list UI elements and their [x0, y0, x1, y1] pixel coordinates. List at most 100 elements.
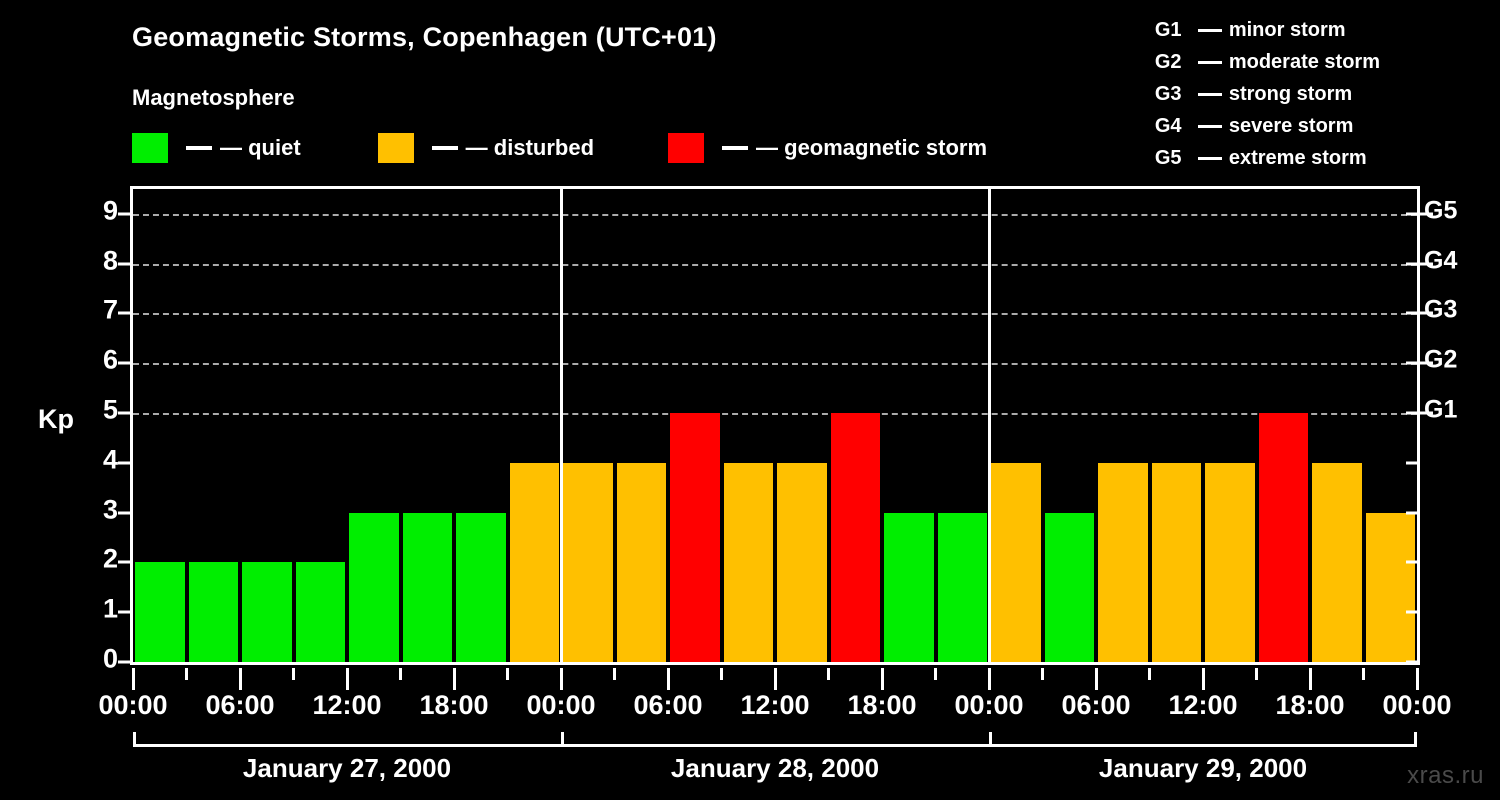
- y-axis-title: Kp: [38, 404, 74, 434]
- x-axis-time-label: 00:00: [98, 690, 168, 720]
- bar: [1258, 413, 1308, 662]
- day-band-tick: [1414, 732, 1417, 747]
- y-axis-label-5: 5: [102, 394, 118, 425]
- g-legend-text: strong storm: [1228, 83, 1353, 105]
- bar: [295, 562, 345, 662]
- g-legend-code: G1: [1154, 19, 1182, 41]
- bar: [135, 562, 185, 662]
- g-legend-code: G2: [1154, 51, 1182, 73]
- day-label: January 28, 2000: [670, 753, 880, 783]
- y-axis-tick-2: [118, 560, 130, 564]
- right-inner-tick-0: [1406, 660, 1420, 664]
- color-legend: — quiet — disturbed — geomagnetic storm: [132, 133, 987, 163]
- day-divider-1: [559, 189, 563, 662]
- bar: [242, 562, 292, 662]
- x-axis-time-label: 18:00: [847, 690, 917, 720]
- y-axis-label-7: 7: [102, 294, 118, 325]
- g-axis-tick-g5: [1420, 212, 1433, 216]
- x-axis-time-label: 06:00: [633, 690, 703, 720]
- g-axis-label-g5: G5: [1424, 196, 1458, 225]
- x-axis-tick-minor: [1148, 668, 1151, 680]
- page-title: Geomagnetic Storms, Copenhagen (UTC+01): [132, 22, 717, 52]
- g-scale-legend: G1 minor storm G2 moderate storm G3 strong st…: [1155, 14, 1380, 174]
- x-axis-time-label: 12:00: [312, 690, 382, 720]
- bar: [777, 462, 827, 662]
- bar: [1365, 512, 1415, 662]
- right-inner-tick-2: [1406, 560, 1420, 564]
- y-axis-label-0: 0: [102, 643, 118, 674]
- x-axis-time-label: 06:00: [1061, 690, 1131, 720]
- bar: [884, 512, 934, 662]
- x-axis-time-label: 00:00: [1382, 690, 1452, 720]
- bar: [349, 512, 399, 662]
- legend-dash-icon: [722, 146, 749, 150]
- x-axis-tick-major: [1308, 668, 1312, 690]
- g-legend-row-g2: G2 moderate storm: [1155, 46, 1380, 78]
- g-legend-row-g1: G1 minor storm: [1155, 14, 1380, 46]
- bar: [509, 462, 559, 662]
- right-inner-tick-3: [1406, 511, 1420, 515]
- g-legend-text: severe storm: [1228, 115, 1354, 137]
- x-axis-tick-minor: [506, 668, 509, 680]
- g-axis-tick-g4: [1420, 262, 1433, 266]
- bar: [937, 512, 987, 662]
- g-axis-label-g3: G3: [1424, 295, 1458, 324]
- x-axis-tick-major: [1201, 668, 1205, 690]
- g-legend-dash-icon: [1197, 92, 1222, 96]
- x-axis-tick-major: [452, 668, 456, 690]
- legend-label-quiet: — quiet: [220, 135, 301, 160]
- bar: [723, 462, 773, 662]
- g-legend-text: moderate storm: [1228, 51, 1380, 73]
- bar: [1151, 462, 1201, 662]
- y-axis-tick-0: [118, 660, 130, 664]
- gridline-kp-7: [133, 313, 1417, 316]
- x-axis-tick-minor: [185, 668, 188, 680]
- x-axis-time-label: 12:00: [1168, 690, 1238, 720]
- x-axis-tick-minor: [292, 668, 295, 680]
- x-axis-time-label: 18:00: [1275, 690, 1345, 720]
- day-band-tick: [989, 732, 992, 747]
- x-axis-tick-major: [1415, 668, 1419, 690]
- legend-dash-icon: [186, 146, 212, 150]
- y-axis-label-8: 8: [102, 245, 118, 276]
- x-axis-tick-minor: [720, 668, 723, 680]
- x-axis-time-label: 00:00: [526, 690, 596, 720]
- x-axis-tick-major: [666, 668, 670, 690]
- g-legend-code: G3: [1154, 83, 1182, 105]
- x-axis-time-label: 00:00: [954, 690, 1024, 720]
- x-axis-tick-minor: [613, 668, 616, 680]
- g-axis-tick-g1: [1420, 411, 1433, 415]
- watermark: xras.ru: [1407, 762, 1484, 789]
- y-axis-label-9: 9: [102, 195, 118, 226]
- x-axis-tick-major: [1094, 668, 1098, 690]
- bar: [188, 562, 238, 662]
- right-inner-tick-6: [1406, 361, 1420, 365]
- g-axis-label-g2: G2: [1424, 345, 1458, 374]
- g-legend-dash-icon: [1197, 28, 1222, 32]
- g-legend-code: G4: [1154, 115, 1182, 137]
- g-legend-row-g5: G5 extreme storm: [1155, 142, 1380, 174]
- gridline-kp-9: [133, 213, 1417, 216]
- bar: [456, 512, 506, 662]
- bar: [991, 462, 1041, 662]
- x-axis-tick-minor: [1255, 668, 1258, 680]
- legend-swatch-quiet: [132, 133, 168, 163]
- g-legend-row-g3: G3 strong storm: [1155, 78, 1380, 110]
- bar: [1312, 462, 1362, 662]
- gridline-kp-8: [133, 263, 1417, 266]
- x-axis-time-label: 18:00: [419, 690, 489, 720]
- g-axis-label-g1: G1: [1424, 395, 1458, 424]
- legend-item-storm: — geomagnetic storm: [668, 133, 987, 163]
- day-band-tick: [133, 732, 136, 747]
- y-axis-tick-4: [118, 461, 130, 465]
- g-legend-text: minor storm: [1228, 19, 1346, 41]
- gridline-kp-6: [133, 363, 1417, 366]
- bar: [616, 462, 666, 662]
- x-axis-tick-minor: [827, 668, 830, 680]
- day-label: January 29, 2000: [1098, 753, 1308, 783]
- y-axis-tick-9: [118, 212, 130, 216]
- chart-plot-inner: [133, 189, 1417, 662]
- x-axis-time-label: 12:00: [740, 690, 810, 720]
- x-axis-time-label: 06:00: [205, 690, 275, 720]
- g-axis-tick-g2: [1420, 361, 1433, 365]
